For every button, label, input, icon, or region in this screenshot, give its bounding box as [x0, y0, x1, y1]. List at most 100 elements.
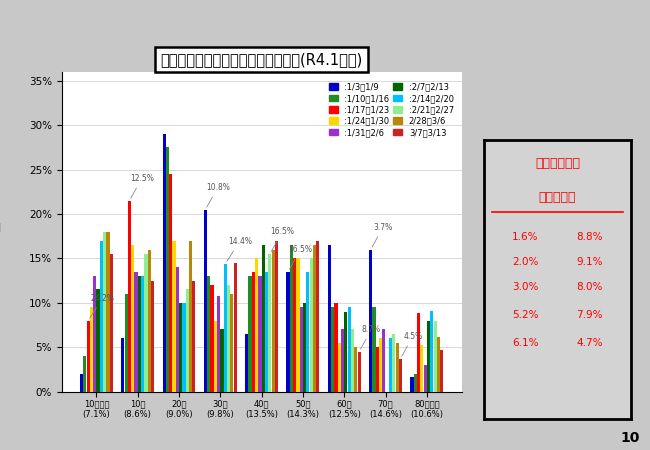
Bar: [166, 148, 169, 392]
Bar: [341, 329, 344, 392]
Bar: [233, 263, 237, 392]
Bar: [186, 289, 189, 392]
Bar: [358, 351, 361, 392]
Bar: [262, 245, 265, 392]
Bar: [83, 356, 86, 392]
Bar: [90, 307, 93, 392]
Text: 3.7%: 3.7%: [372, 223, 393, 247]
Bar: [151, 280, 154, 392]
Bar: [252, 272, 255, 392]
Bar: [86, 320, 90, 392]
Bar: [93, 276, 96, 392]
Text: 8.7%: 8.7%: [361, 325, 381, 349]
Bar: [306, 272, 309, 392]
Text: 3.0%: 3.0%: [512, 282, 538, 292]
Title: 市内新規陽性者の年代別割合の推移(R4.1以降): 市内新規陽性者の年代別割合の推移(R4.1以降): [161, 52, 363, 67]
Bar: [135, 272, 138, 392]
Bar: [162, 134, 166, 392]
Bar: [131, 245, 135, 392]
Bar: [372, 307, 376, 392]
Text: 4.7%: 4.7%: [577, 338, 603, 348]
Bar: [192, 280, 196, 392]
Bar: [379, 338, 382, 392]
Bar: [437, 338, 440, 392]
Bar: [169, 174, 172, 392]
Bar: [96, 289, 99, 392]
Bar: [110, 254, 113, 392]
Bar: [334, 303, 337, 392]
Bar: [287, 272, 290, 392]
Bar: [338, 343, 341, 392]
Bar: [348, 307, 351, 392]
Bar: [189, 241, 192, 392]
Text: 8.0%: 8.0%: [577, 282, 603, 292]
Bar: [328, 245, 331, 392]
Bar: [144, 254, 148, 392]
Text: 2.0%: 2.0%: [512, 257, 538, 267]
Bar: [259, 276, 261, 392]
Bar: [80, 374, 83, 392]
Bar: [141, 276, 144, 392]
Bar: [396, 343, 398, 392]
Text: 14.4%: 14.4%: [227, 237, 252, 261]
Bar: [265, 272, 268, 392]
Bar: [414, 374, 417, 392]
Bar: [179, 303, 182, 392]
Bar: [392, 334, 395, 392]
Text: 7.9%: 7.9%: [577, 310, 603, 320]
Bar: [172, 241, 176, 392]
Bar: [290, 245, 293, 392]
Bar: [214, 320, 217, 392]
Bar: [204, 210, 207, 392]
Bar: [382, 329, 385, 392]
Bar: [309, 258, 313, 392]
Bar: [183, 303, 185, 392]
Bar: [313, 245, 316, 392]
Bar: [434, 321, 437, 392]
Text: 1.6%: 1.6%: [512, 232, 538, 242]
Bar: [245, 334, 248, 392]
Text: 4.5%: 4.5%: [402, 332, 422, 356]
Bar: [300, 307, 303, 392]
Bar: [417, 313, 420, 392]
Text: ８０代以上は: ８０代以上は: [535, 158, 580, 171]
Text: 8.8%: 8.8%: [577, 232, 603, 242]
Text: 減少傾向に: 減少傾向に: [539, 191, 576, 204]
Bar: [421, 345, 424, 392]
Bar: [207, 276, 211, 392]
Bar: [317, 241, 319, 392]
Bar: [275, 241, 278, 392]
Bar: [351, 329, 354, 392]
Bar: [148, 249, 151, 392]
Bar: [268, 254, 272, 392]
Bar: [410, 377, 413, 392]
Bar: [125, 294, 127, 392]
Text: 6.1%: 6.1%: [512, 338, 538, 348]
Bar: [331, 307, 334, 392]
Bar: [427, 320, 430, 392]
Text: 24.2%: 24.2%: [90, 294, 114, 318]
Bar: [354, 347, 358, 392]
Text: 16.5%: 16.5%: [270, 227, 294, 252]
Bar: [217, 296, 220, 392]
Text: 5.2%: 5.2%: [512, 310, 538, 320]
Bar: [376, 347, 379, 392]
Text: 10: 10: [621, 432, 640, 446]
Bar: [128, 201, 131, 392]
Bar: [344, 311, 348, 392]
Bar: [430, 311, 434, 392]
Bar: [369, 249, 372, 392]
Bar: [107, 232, 109, 392]
Bar: [399, 359, 402, 392]
Bar: [230, 294, 233, 392]
Bar: [424, 365, 427, 392]
Text: 16.5%: 16.5%: [289, 245, 313, 269]
Text: 9.1%: 9.1%: [577, 257, 603, 267]
Bar: [296, 258, 300, 392]
Bar: [103, 232, 106, 392]
Bar: [176, 267, 179, 392]
Bar: [255, 258, 258, 392]
Bar: [303, 303, 306, 392]
Bar: [272, 249, 275, 392]
Bar: [248, 276, 252, 392]
